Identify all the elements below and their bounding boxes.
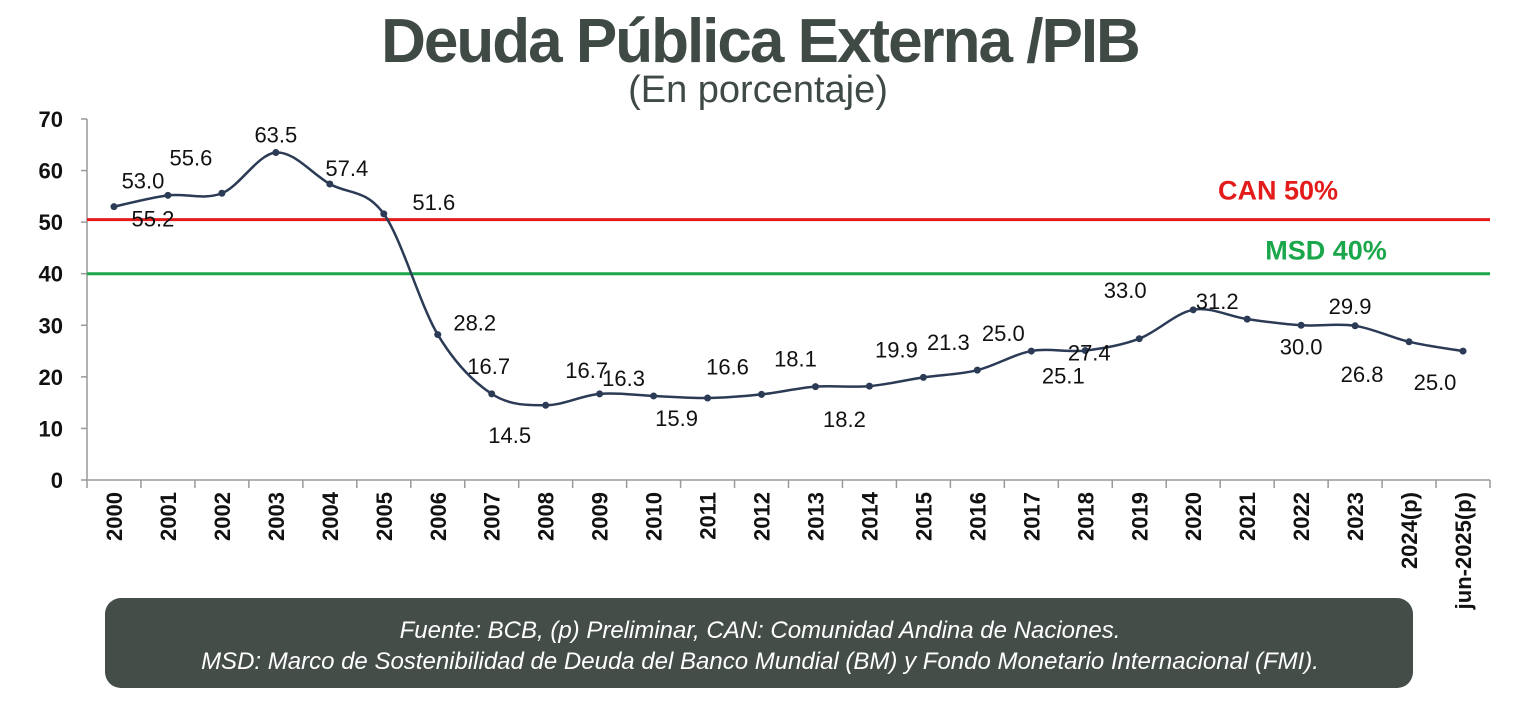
x-tick-label: 2013 [803,492,828,541]
x-tick-label: 2006 [426,492,451,541]
data-point [1459,347,1467,355]
chart-title: Deuda Pública Externa /PIB [381,7,1139,76]
x-tick-label: 2012 [750,492,775,541]
data-point [865,382,873,390]
data-label: 55.2 [132,206,175,231]
x-tick-label: 2009 [588,492,613,541]
data-label: 55.6 [169,145,212,170]
x-tick-label: 2016 [965,492,990,541]
data-label: 30.0 [1280,334,1323,359]
x-tick-label: 2021 [1235,492,1260,541]
x-tick-label: 2018 [1073,492,1098,541]
x-tick-label: 2019 [1127,492,1152,541]
footnote-line-1: Fuente: BCB, (p) Preliminar, CAN: Comuni… [400,617,1121,644]
axes: 0 10 20 30 40 50 60 70 2000 2001 2002 2003 2004 2005 2… [39,107,1491,610]
reference-line-label: MSD 40% [1265,236,1387,266]
data-point [1189,306,1197,314]
data-label: 16.7 [565,358,608,383]
x-tick-label: 2023 [1343,492,1368,541]
x-tick-label: 2022 [1289,492,1314,541]
x-tick-label: 2001 [156,492,181,541]
data-point [1081,347,1089,355]
data-label: 25.0 [1414,370,1457,395]
footnote-box: Fuente: BCB, (p) Preliminar, CAN: Comuni… [105,598,1413,688]
data-point [326,180,334,188]
data-point [434,331,442,339]
data-label: 26.8 [1341,362,1384,387]
data-label: 33.0 [1104,278,1147,303]
x-tick-label: 2024(p) [1397,492,1422,569]
data-label: 57.4 [325,156,368,181]
y-tick-label: 60 [39,159,63,184]
data-label: 29.9 [1329,294,1372,319]
y-tick-label: 0 [51,468,63,493]
x-tick-label: 2011 [696,492,721,540]
x-tick-label: jun-2025(p) [1451,492,1476,610]
data-label: 21.3 [927,330,970,355]
footnote-line-2: MSD: Marco de Sostenibilidad de Deuda de… [201,648,1319,675]
data-point [973,366,981,374]
data-point [1135,335,1143,343]
x-tick-label: 2002 [210,492,235,541]
data-point [488,390,496,398]
data-label: 18.1 [774,347,817,372]
data-label: 27.4 [1068,341,1111,366]
x-tick-label: 2010 [642,492,667,541]
data-point [1405,338,1413,346]
data-label: 25.1 [1042,364,1085,389]
data-point [1243,315,1251,323]
x-tick-label: 2015 [911,492,936,541]
data-point [164,191,172,199]
y-tick-label: 10 [39,416,63,441]
y-tick-label: 40 [39,262,63,287]
x-tick-label: 2004 [318,491,343,541]
data-labels: 53.0 55.2 55.6 63.5 57.4 51.6 28.2 16.7 14.5 16.7… [122,123,1457,449]
x-tick-label: 2020 [1181,492,1206,541]
data-label: 31.2 [1196,289,1239,314]
data-label: 16.6 [706,354,749,379]
data-label: 28.2 [453,311,496,336]
data-label: 15.9 [655,406,698,431]
data-label: 51.6 [412,190,455,215]
x-tick-label: 2017 [1019,492,1044,541]
data-point [110,203,118,211]
data-point [919,373,927,381]
y-tick-label: 20 [39,365,63,390]
x-tick-label: 2014 [857,491,882,541]
y-tick-label: 30 [39,313,63,338]
data-point [1351,322,1359,330]
reference-lines: CAN 50% MSD 40% [87,176,1490,276]
data-point [218,189,226,197]
data-point [542,401,550,409]
y-tick-label: 70 [39,107,63,132]
data-point [380,210,388,218]
x-tick-label: 2003 [264,492,289,541]
data-point [758,390,766,398]
chart-subtitle: (En porcentaje) [628,69,888,111]
x-tick-label: 2005 [372,492,397,541]
data-point [704,394,712,402]
data-label: 14.5 [488,423,531,448]
reference-line-label: CAN 50% [1218,176,1338,206]
data-label: 53.0 [122,169,165,194]
x-tick-label: 2000 [102,492,127,541]
data-label: 63.5 [254,123,297,148]
y-tick-label: 50 [39,210,63,235]
data-point [650,392,658,400]
data-label: 25.0 [982,321,1025,346]
data-label: 16.3 [602,366,645,391]
series-line-group [110,149,1467,409]
footnote-background [105,598,1413,688]
data-label: 18.2 [823,407,866,432]
data-point [1297,321,1305,329]
data-point [596,390,604,398]
x-tick-label: 2008 [534,492,559,541]
data-label: 16.7 [467,354,510,379]
data-point [1027,347,1035,355]
x-tick-label: 2007 [480,492,505,541]
data-point [272,149,280,157]
data-point [811,383,819,391]
data-label: 19.9 [875,337,918,362]
